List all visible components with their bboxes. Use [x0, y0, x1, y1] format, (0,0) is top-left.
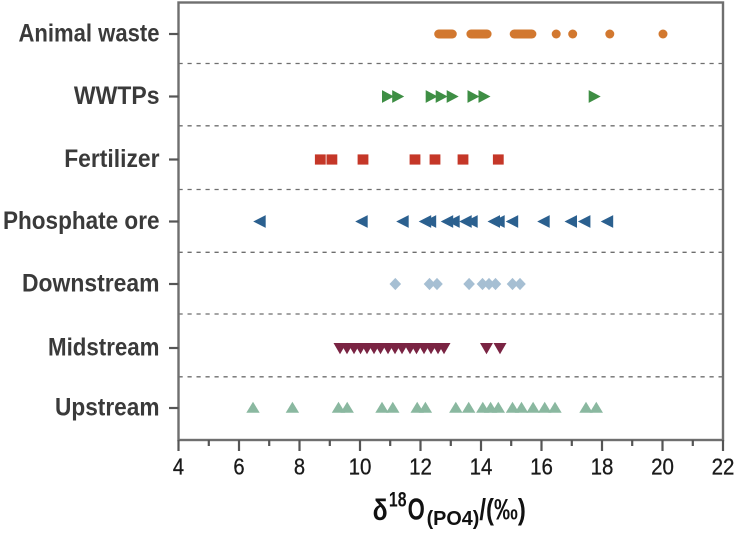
svg-text:22: 22: [712, 454, 735, 480]
svg-text:4: 4: [173, 454, 184, 480]
svg-text:6: 6: [233, 454, 244, 480]
svg-text:Upstream: Upstream: [55, 394, 160, 421]
svg-text:δ: δ: [373, 494, 388, 527]
svg-text:Downstream: Downstream: [22, 270, 160, 297]
svg-text:14: 14: [470, 454, 493, 480]
svg-text:Phosphate ore: Phosphate ore: [3, 208, 160, 235]
svg-text:18: 18: [591, 454, 614, 480]
svg-text:12: 12: [409, 454, 432, 480]
svg-text:O: O: [408, 493, 425, 527]
svg-text:Animal waste: Animal waste: [19, 20, 160, 47]
svg-text:8: 8: [294, 454, 305, 480]
svg-text:/(‰): /(‰): [479, 494, 525, 527]
svg-text:20: 20: [651, 454, 674, 480]
svg-text:Midstream: Midstream: [48, 334, 160, 361]
svg-text:16: 16: [530, 454, 553, 480]
svg-text:18: 18: [389, 489, 407, 512]
svg-text:10: 10: [349, 454, 372, 480]
svg-text:(PO4): (PO4): [427, 508, 480, 530]
svg-text:Fertilizer: Fertilizer: [64, 146, 160, 173]
svg-text:WWTPs: WWTPs: [74, 83, 160, 110]
